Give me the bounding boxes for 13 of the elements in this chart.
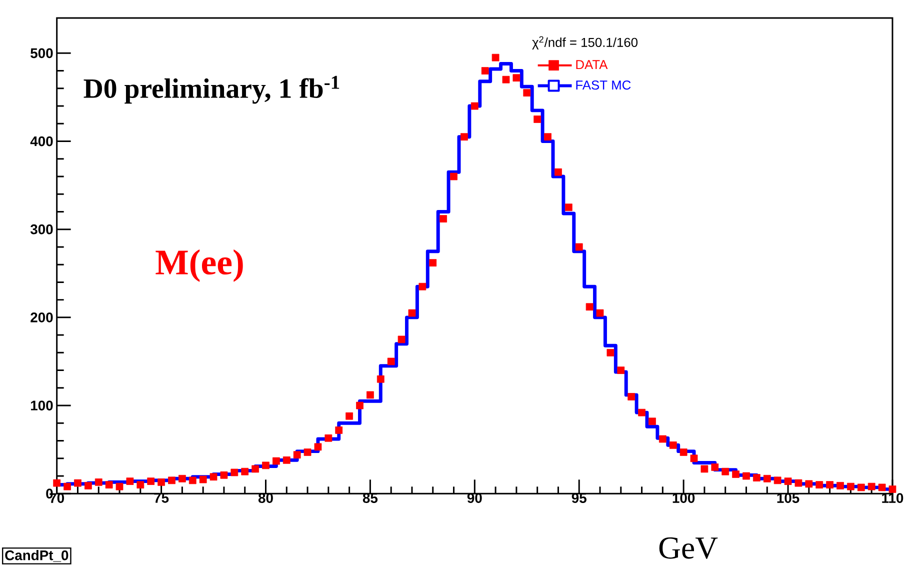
y-tick-label: 400 (30, 136, 53, 146)
legend-label: FAST MC (576, 80, 631, 90)
x-tick-label: 110 (882, 492, 904, 503)
legend-label: DATA (576, 60, 608, 69)
annotation: D0 preliminary, 1 fb$^{-1}$ (84, 76, 340, 104)
y-tick-label: 100 (31, 400, 53, 410)
annotation: M(ee) (156, 249, 243, 282)
y-tick-label: 200 (30, 312, 53, 322)
x-axis-title: GeV (659, 537, 718, 559)
y-tick-label: 300 (30, 224, 53, 234)
text: CandPt_0 (5, 550, 68, 562)
y-tick-label: 500 (30, 48, 53, 58)
annotation: χ$^{2}$/ndf = 150.1/160 (532, 36, 638, 50)
